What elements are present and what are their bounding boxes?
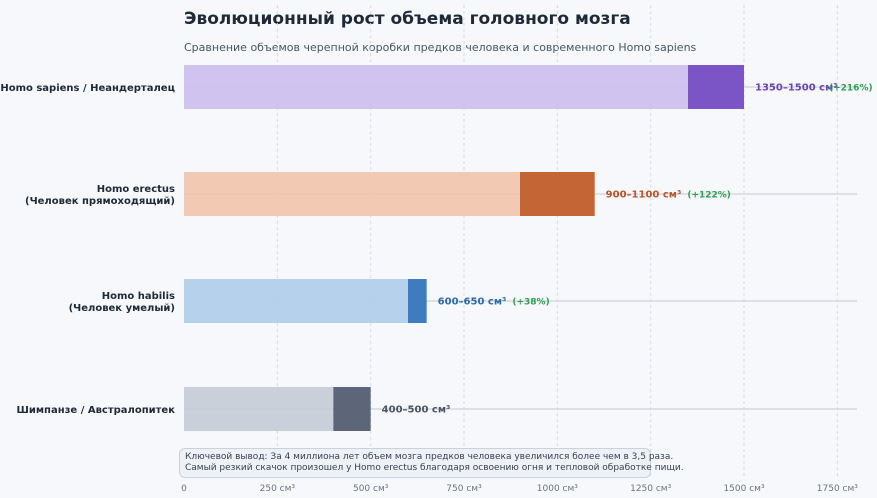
change-label: (+38%)	[512, 298, 549, 308]
x-tick-label: 1000 см³	[537, 484, 579, 494]
range-label: 900–1100 см³	[606, 190, 682, 201]
category-label: Шимпанзе / Австралопитек	[17, 405, 176, 416]
category-label: Homo sapiens / Неандерталец	[0, 83, 175, 94]
range-label: 1350–1500 см³	[755, 83, 838, 94]
note-line-2: Самый резкий скачок произошел у Homo ere…	[185, 463, 684, 473]
note-line-1: Ключевой вывод: За 4 миллиона лет объем …	[185, 452, 674, 462]
change-label: (+216%)	[829, 84, 873, 94]
x-tick-label: 0	[181, 484, 187, 494]
category-label: (Человек умелый)	[69, 303, 175, 314]
x-tick-label: 750 см³	[446, 484, 482, 494]
x-tick-label: 1750 см³	[817, 484, 859, 494]
category-label: Homo erectus	[97, 184, 175, 195]
bar-range	[688, 65, 744, 109]
range-label: 600–650 см³	[438, 297, 507, 308]
x-tick-label: 250 см³	[260, 484, 296, 494]
key-conclusion-note: Ключевой вывод: За 4 миллиона лет объем …	[179, 448, 684, 478]
category-label: Homo habilis	[102, 291, 175, 302]
range-label: 400–500 см³	[382, 405, 451, 416]
bar-base	[184, 172, 520, 216]
bar-range	[408, 279, 427, 323]
bar-base	[184, 279, 408, 323]
bar-base	[184, 387, 334, 431]
x-tick-label: 1500 см³	[723, 484, 765, 494]
change-label: (+122%)	[687, 191, 731, 201]
x-tick-label: 500 см³	[353, 484, 389, 494]
bar-range	[520, 172, 595, 216]
chart-subtitle: Сравнение объемов черепной коробки предк…	[184, 41, 697, 54]
chart-title: Эволюционный рост объема головного мозга	[184, 9, 631, 29]
bar-base	[184, 65, 688, 109]
bar-range	[333, 387, 371, 431]
category-label: (Человек прямоходящий)	[25, 196, 175, 207]
x-tick-label: 1250 см³	[630, 484, 672, 494]
